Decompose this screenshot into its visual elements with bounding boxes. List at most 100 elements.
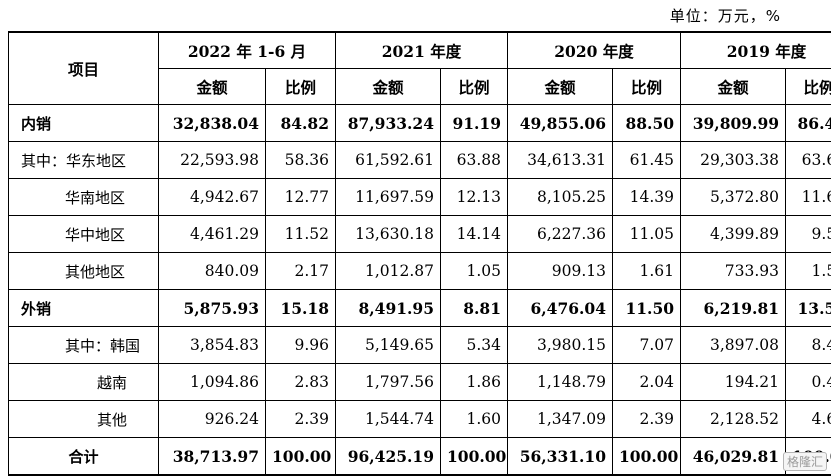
ratio-cell: 11.52 xyxy=(266,216,336,253)
amount-cell: 1,797.56 xyxy=(336,364,441,401)
ratio-cell: 7.07 xyxy=(613,327,681,364)
ratio-cell: 8.81 xyxy=(441,290,508,327)
ratio-cell: 1.60 xyxy=(441,401,508,438)
ratio-cell: 58.36 xyxy=(266,142,336,179)
ratio-cell: 91.19 xyxy=(441,105,508,142)
row-label: 其他 xyxy=(9,401,159,438)
amount-cell: 4,461.29 xyxy=(159,216,266,253)
amount-cell: 8,105.25 xyxy=(508,179,613,216)
ratio-cell: 88.50 xyxy=(613,105,681,142)
amount-cell: 1,148.79 xyxy=(508,364,613,401)
row-label: 其中：韩国 xyxy=(9,327,159,364)
amount-cell: 32,838.04 xyxy=(159,105,266,142)
row-label: 华南地区 xyxy=(9,179,159,216)
amount-cell: 194.21 xyxy=(681,364,786,401)
ratio-cell: 0.42 xyxy=(786,364,831,401)
amount-cell: 6,476.04 xyxy=(508,290,613,327)
amount-cell: 56,331.10 xyxy=(508,438,613,476)
ratio-cell: 15.18 xyxy=(266,290,336,327)
amount-cell: 8,491.95 xyxy=(336,290,441,327)
sales-region-table: 项目 2022 年 1-6 月 2021 年度 2020 年度 2019 年度 … xyxy=(8,31,831,476)
header-period: 2022 年 1-6 月 xyxy=(159,32,336,69)
ratio-cell: 63.88 xyxy=(441,142,508,179)
amount-cell: 926.24 xyxy=(159,401,266,438)
header-amount: 金额 xyxy=(508,69,613,105)
amount-cell: 2,128.52 xyxy=(681,401,786,438)
header-amount: 金额 xyxy=(159,69,266,105)
amount-cell: 4,942.67 xyxy=(159,179,266,216)
ratio-cell: 4.62 xyxy=(786,401,831,438)
amount-cell: 1,094.86 xyxy=(159,364,266,401)
amount-cell: 5,875.93 xyxy=(159,290,266,327)
amount-cell: 840.09 xyxy=(159,253,266,290)
amount-cell: 6,227.36 xyxy=(508,216,613,253)
ratio-cell: 61.45 xyxy=(613,142,681,179)
header-ratio: 比例 xyxy=(441,69,508,105)
ratio-cell: 86.49 xyxy=(786,105,831,142)
header-period: 2020 年度 xyxy=(508,32,681,69)
ratio-cell: 100.00 xyxy=(441,438,508,476)
amount-cell: 49,855.06 xyxy=(508,105,613,142)
amount-cell: 733.93 xyxy=(681,253,786,290)
amount-cell: 3,897.08 xyxy=(681,327,786,364)
ratio-cell: 12.77 xyxy=(266,179,336,216)
row-label: 其他地区 xyxy=(9,253,159,290)
ratio-cell: 1.86 xyxy=(441,364,508,401)
amount-cell: 11,697.59 xyxy=(336,179,441,216)
unit-note: 单位：万元，% xyxy=(670,5,781,26)
header-item: 项目 xyxy=(9,32,159,105)
amount-cell: 61,592.61 xyxy=(336,142,441,179)
ratio-cell: 13.51 xyxy=(786,290,831,327)
amount-cell: 13,630.18 xyxy=(336,216,441,253)
header-amount: 金额 xyxy=(681,69,786,105)
amount-cell: 87,933.24 xyxy=(336,105,441,142)
amount-cell: 5,372.80 xyxy=(681,179,786,216)
amount-cell: 29,303.38 xyxy=(681,142,786,179)
ratio-cell: 2.39 xyxy=(613,401,681,438)
ratio-cell: 1.59 xyxy=(786,253,831,290)
ratio-cell: 1.05 xyxy=(441,253,508,290)
ratio-cell: 9.96 xyxy=(266,327,336,364)
row-label: 华中地区 xyxy=(9,216,159,253)
ratio-cell: 11.05 xyxy=(613,216,681,253)
amount-cell: 1,347.09 xyxy=(508,401,613,438)
header-amount: 金额 xyxy=(336,69,441,105)
ratio-cell: 2.17 xyxy=(266,253,336,290)
ratio-cell: 11.50 xyxy=(613,290,681,327)
amount-cell: 6,219.81 xyxy=(681,290,786,327)
amount-cell: 39,809.99 xyxy=(681,105,786,142)
amount-cell: 34,613.31 xyxy=(508,142,613,179)
ratio-cell: 100.00 xyxy=(613,438,681,476)
ratio-cell: 8.47 xyxy=(786,327,831,364)
header-period: 2019 年度 xyxy=(681,32,831,69)
header-ratio: 比例 xyxy=(613,69,681,105)
header-period: 2021 年度 xyxy=(336,32,508,69)
row-label: 内销 xyxy=(9,105,159,142)
amount-cell: 5,149.65 xyxy=(336,327,441,364)
amount-cell: 1,544.74 xyxy=(336,401,441,438)
ratio-cell: 2.39 xyxy=(266,401,336,438)
ratio-cell: 14.14 xyxy=(441,216,508,253)
header-ratio: 比例 xyxy=(786,69,831,105)
amount-cell: 46,029.81 xyxy=(681,438,786,476)
ratio-cell: 14.39 xyxy=(613,179,681,216)
amount-cell: 3,980.15 xyxy=(508,327,613,364)
ratio-cell: 84.82 xyxy=(266,105,336,142)
amount-cell: 3,854.83 xyxy=(159,327,266,364)
amount-cell: 96,425.19 xyxy=(336,438,441,476)
amount-cell: 1,012.87 xyxy=(336,253,441,290)
ratio-cell: 12.13 xyxy=(441,179,508,216)
ratio-cell: 5.34 xyxy=(441,327,508,364)
row-label: 越南 xyxy=(9,364,159,401)
ratio-cell: 11.67 xyxy=(786,179,831,216)
